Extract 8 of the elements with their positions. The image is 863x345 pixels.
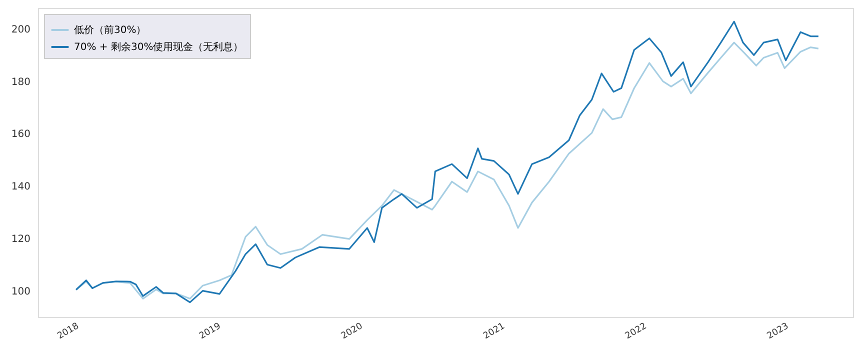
y-tick-label: 180	[11, 76, 30, 88]
legend-label: 70% + 剩余30%使用现金（无利息）	[74, 41, 244, 53]
y-tick-label: 200	[11, 24, 30, 36]
y-tick-label: 120	[11, 234, 30, 245]
y-tick-label: 160	[11, 129, 30, 140]
y-tick-label: 140	[11, 182, 30, 193]
y-tick-label: 100	[11, 286, 30, 298]
legend-label: 低价（前30%）	[74, 24, 146, 36]
